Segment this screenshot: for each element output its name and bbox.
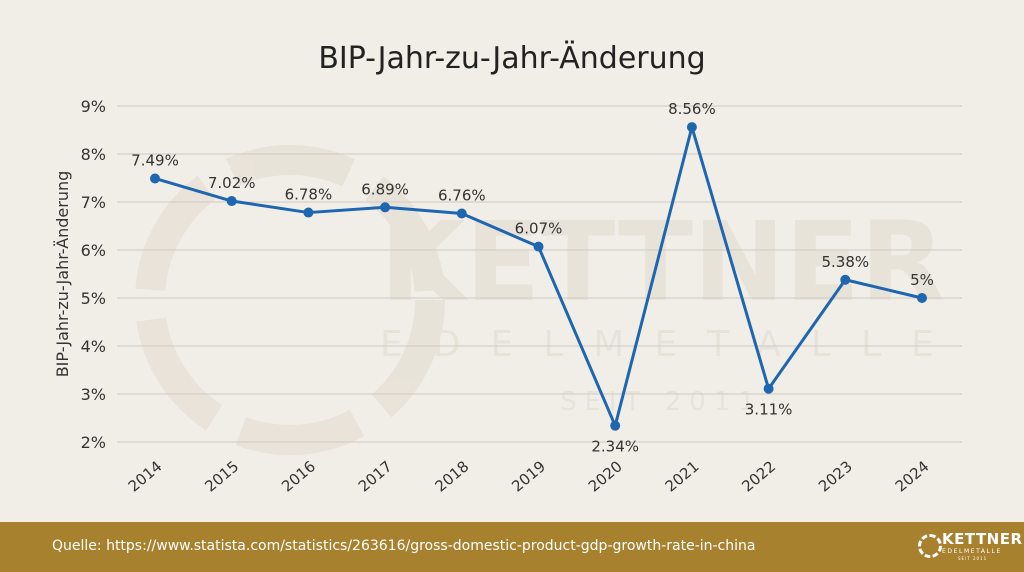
data-point: [150, 173, 160, 184]
x-tick-label: 2018: [432, 457, 473, 495]
data-point: [456, 208, 467, 219]
kettner-logo: KETTNER EDELMETALLE SEIT 2011: [918, 530, 1022, 564]
y-tick-label: 6%: [81, 241, 106, 260]
data-point: [380, 202, 391, 213]
data-point: [917, 293, 927, 303]
footer-bar: Quelle: https://www.statista.com/statist…: [0, 522, 1024, 572]
y-tick-label: 7%: [81, 193, 106, 212]
logo-name: KETTNER: [942, 530, 1023, 548]
x-tick-label: 2019: [508, 457, 549, 495]
data-label: 6.76%: [438, 187, 486, 205]
source-link[interactable]: Quelle: https://www.statista.com/statist…: [52, 538, 756, 554]
x-tick-label: 2017: [355, 457, 396, 495]
data-label: 6.89%: [361, 180, 409, 198]
data-point: [840, 274, 851, 285]
data-label: 5.38%: [821, 253, 869, 271]
x-tick-label: 2020: [585, 457, 626, 495]
y-tick-label: 5%: [81, 289, 106, 308]
logo-sub: EDELMETALLE: [942, 548, 1002, 555]
data-point: [226, 196, 237, 207]
x-tick-label: 2014: [125, 457, 166, 495]
x-tick-label: 2024: [892, 457, 933, 495]
data-label: 7.49%: [131, 151, 179, 169]
watermark-sub: EDELMETALLE: [380, 324, 964, 365]
data-point: [533, 241, 544, 252]
chart-title: BIP-Jahr-zu-Jahr-Änderung: [318, 40, 705, 76]
y-tick-label: 4%: [81, 337, 106, 356]
data-label: 2.34%: [591, 438, 639, 456]
data-label: 8.56%: [668, 100, 716, 118]
x-tick-label: 2021: [662, 457, 703, 495]
watermark-since: SEIT 2011: [560, 387, 763, 417]
data-label: 3.11%: [745, 401, 793, 419]
y-tick-label: 2%: [81, 433, 106, 452]
y-tick-label: 9%: [81, 97, 106, 116]
data-point: [686, 122, 697, 133]
x-tick-label: 2016: [278, 457, 319, 495]
data-point: [763, 383, 774, 394]
data-point: [303, 207, 314, 218]
data-label: 7.02%: [208, 174, 256, 192]
line-chart: KETTNER EDELMETALLE SEIT 2011 BIP-Jahr-z…: [53, 40, 964, 496]
data-point: [610, 420, 621, 431]
x-tick-label: 2022: [738, 457, 779, 495]
data-label: 5%: [910, 271, 934, 289]
x-tick-label: 2023: [815, 457, 856, 495]
data-label: 6.78%: [285, 186, 333, 204]
y-axis-label: BIP-Jahr-zu-Jahr-Änderung: [53, 171, 72, 378]
y-tick-label: 8%: [81, 145, 106, 164]
data-label: 6.07%: [515, 220, 563, 238]
y-tick-label: 3%: [81, 385, 106, 404]
x-tick-label: 2015: [201, 457, 242, 495]
logo-since: SEIT 2011: [958, 556, 988, 561]
logo-ring-icon: [918, 534, 942, 558]
